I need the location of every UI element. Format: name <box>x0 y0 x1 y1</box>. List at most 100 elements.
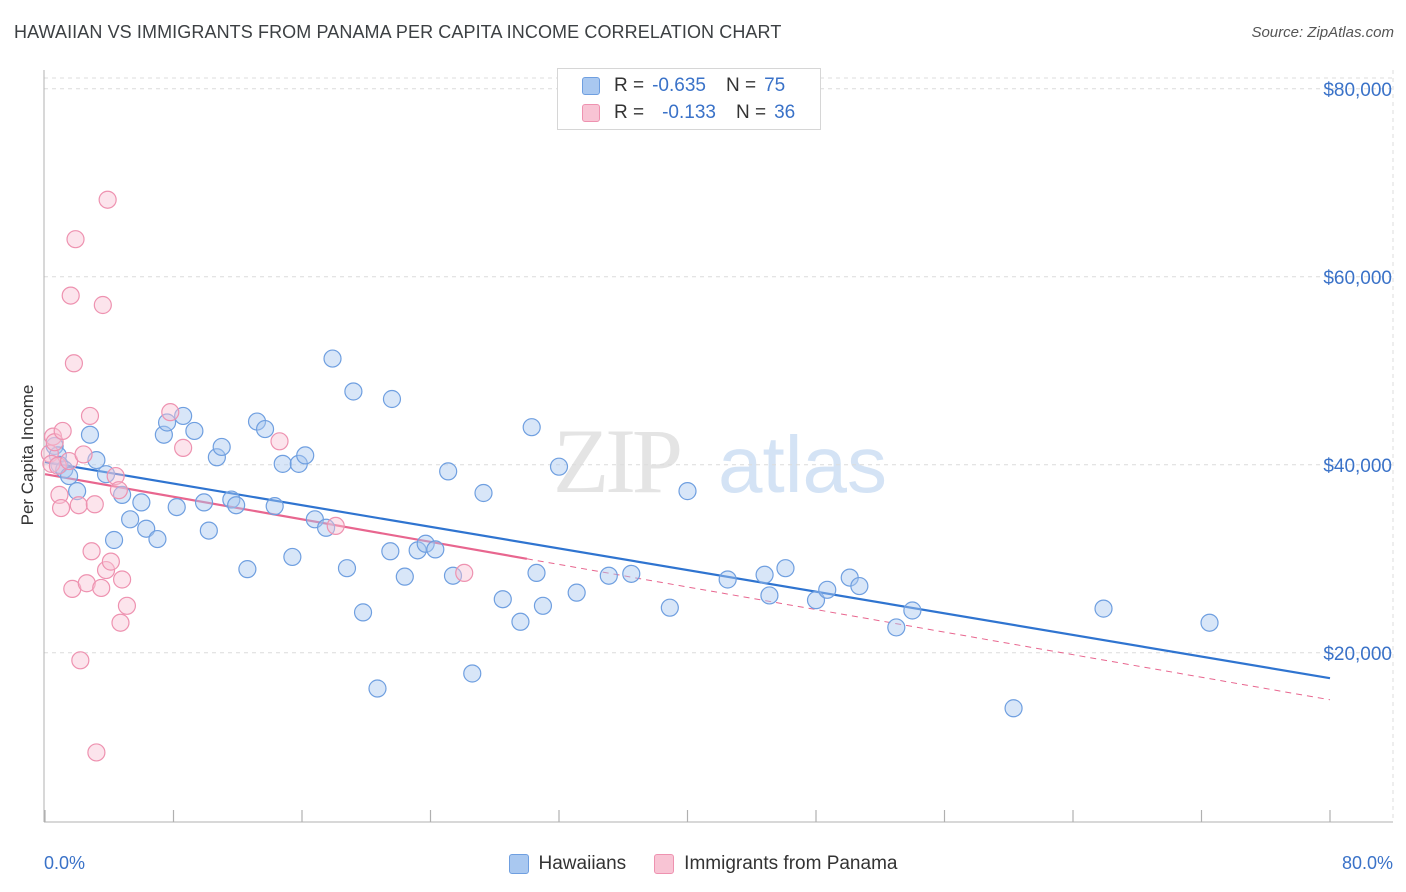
watermark-zip: ZIP <box>553 410 680 512</box>
point-panama <box>326 516 345 536</box>
point-panama <box>48 456 67 475</box>
point-panama <box>61 286 80 305</box>
legend-n-label: N = <box>725 75 757 96</box>
legend-r-value: -0.635 <box>652 75 706 96</box>
point-hawaiians <box>353 603 373 622</box>
point-panama <box>53 421 72 441</box>
point-hawaiians <box>59 466 79 486</box>
point-hawaiians <box>227 496 246 515</box>
point-hawaiians <box>323 349 342 368</box>
point-hawaiians <box>443 566 463 585</box>
point-hawaiians <box>273 454 292 473</box>
legend-swatch-panama <box>654 854 675 874</box>
point-hawaiians <box>1200 613 1219 632</box>
point-hawaiians <box>368 679 387 698</box>
point-hawaiians <box>121 510 140 529</box>
point-hawaiians <box>678 482 697 501</box>
legend-n-value: 75 <box>764 75 786 96</box>
point-hawaiians <box>222 490 241 509</box>
point-hawaiians <box>255 419 275 439</box>
point-panama <box>66 230 85 249</box>
point-hawaiians <box>382 389 402 409</box>
point-hawaiians <box>622 564 641 583</box>
point-hawaiians <box>157 413 177 432</box>
point-hawaiians <box>806 591 826 610</box>
trend-extension-panama <box>526 558 1331 701</box>
point-panama <box>69 496 88 515</box>
point-panama <box>87 743 106 762</box>
point-hawaiians <box>132 493 151 512</box>
stats-legend: R = -0.635 N = 75 R = -0.133 N = 36 <box>557 68 821 130</box>
legend-row-panama: R = -0.133 N = 36 <box>582 101 795 125</box>
point-hawaiians <box>104 530 124 550</box>
legend-r-label: R = <box>614 102 645 123</box>
point-hawaiians <box>755 565 774 584</box>
point-hawaiians <box>522 418 541 437</box>
x-tick-label: 80.0% <box>1342 853 1393 873</box>
point-panama <box>106 466 125 486</box>
point-hawaiians <box>660 598 679 617</box>
point-hawaiians <box>760 586 779 605</box>
point-hawaiians <box>68 482 87 501</box>
point-hawaiians <box>283 547 302 567</box>
legend-n-label: N = <box>735 102 767 123</box>
trend-line-hawaiians <box>44 460 1331 680</box>
point-hawaiians <box>887 618 906 637</box>
point-panama <box>74 445 93 464</box>
point-panama <box>92 578 111 598</box>
point-panama <box>117 596 137 615</box>
point-hawaiians <box>527 563 546 583</box>
legend-swatch-panama <box>582 104 600 122</box>
point-hawaiians <box>296 446 315 465</box>
point-panama <box>455 563 474 583</box>
point-panama <box>51 498 71 518</box>
point-hawaiians <box>426 540 445 559</box>
point-panama <box>50 485 69 504</box>
chart-title: HAWAIIAN VS IMMIGRANTS FROM PANAMA PER C… <box>14 22 782 42</box>
legend-item-panama[interactable]: Immigrants from Panama <box>654 853 897 875</box>
point-hawaiians <box>1094 599 1113 618</box>
point-panama <box>85 495 104 514</box>
y-tick-label: $20,000 <box>1323 644 1392 665</box>
point-hawaiians <box>850 576 869 596</box>
legend-swatch-hawaiians <box>508 854 529 874</box>
tick-labels: $20,000 $40,000 $60,000 $80,000 0.0% 80.0% <box>44 80 1393 873</box>
point-panama <box>174 438 193 457</box>
source-label: Source: ZipAtlas.com <box>1251 24 1394 41</box>
point-hawaiians <box>599 566 618 585</box>
point-hawaiians <box>395 567 414 586</box>
y-tick-label: $60,000 <box>1323 268 1392 289</box>
point-hawaiians <box>511 612 530 631</box>
point-hawaiians <box>148 529 167 549</box>
point-hawaiians <box>199 521 218 540</box>
point-hawaiians <box>1004 699 1023 718</box>
legend-label-hawaiians: Hawaiians <box>538 853 627 874</box>
point-panama <box>98 190 117 209</box>
legend-row-hawaiians: R = -0.635 N = 75 <box>582 74 785 98</box>
legend-item-hawaiians[interactable]: Hawaiians <box>508 853 627 875</box>
y-tick-label: $80,000 <box>1323 80 1392 101</box>
point-hawaiians <box>439 462 458 481</box>
point-panama <box>77 574 96 593</box>
point-panama <box>80 406 100 426</box>
trend-line-panama <box>44 473 528 560</box>
point-panama <box>101 552 120 571</box>
point-hawaiians <box>238 560 257 579</box>
legend-r-label: R = <box>614 75 645 96</box>
point-hawaiians <box>549 457 569 476</box>
watermark: ZIP atlas <box>553 410 887 512</box>
point-panama <box>109 481 128 500</box>
trend-lines <box>44 460 1331 701</box>
point-panama <box>93 295 112 315</box>
x-tick-label: 0.0% <box>44 853 85 873</box>
point-panama <box>270 432 289 451</box>
point-hawaiians <box>903 601 922 620</box>
point-panama <box>64 354 84 373</box>
point-panama <box>111 613 130 632</box>
point-hawaiians <box>493 590 512 609</box>
y-tick-label: $40,000 <box>1323 456 1392 477</box>
point-hawaiians <box>337 559 357 578</box>
point-hawaiians <box>533 596 553 615</box>
point-hawaiians <box>212 437 231 457</box>
point-panama <box>42 454 61 473</box>
